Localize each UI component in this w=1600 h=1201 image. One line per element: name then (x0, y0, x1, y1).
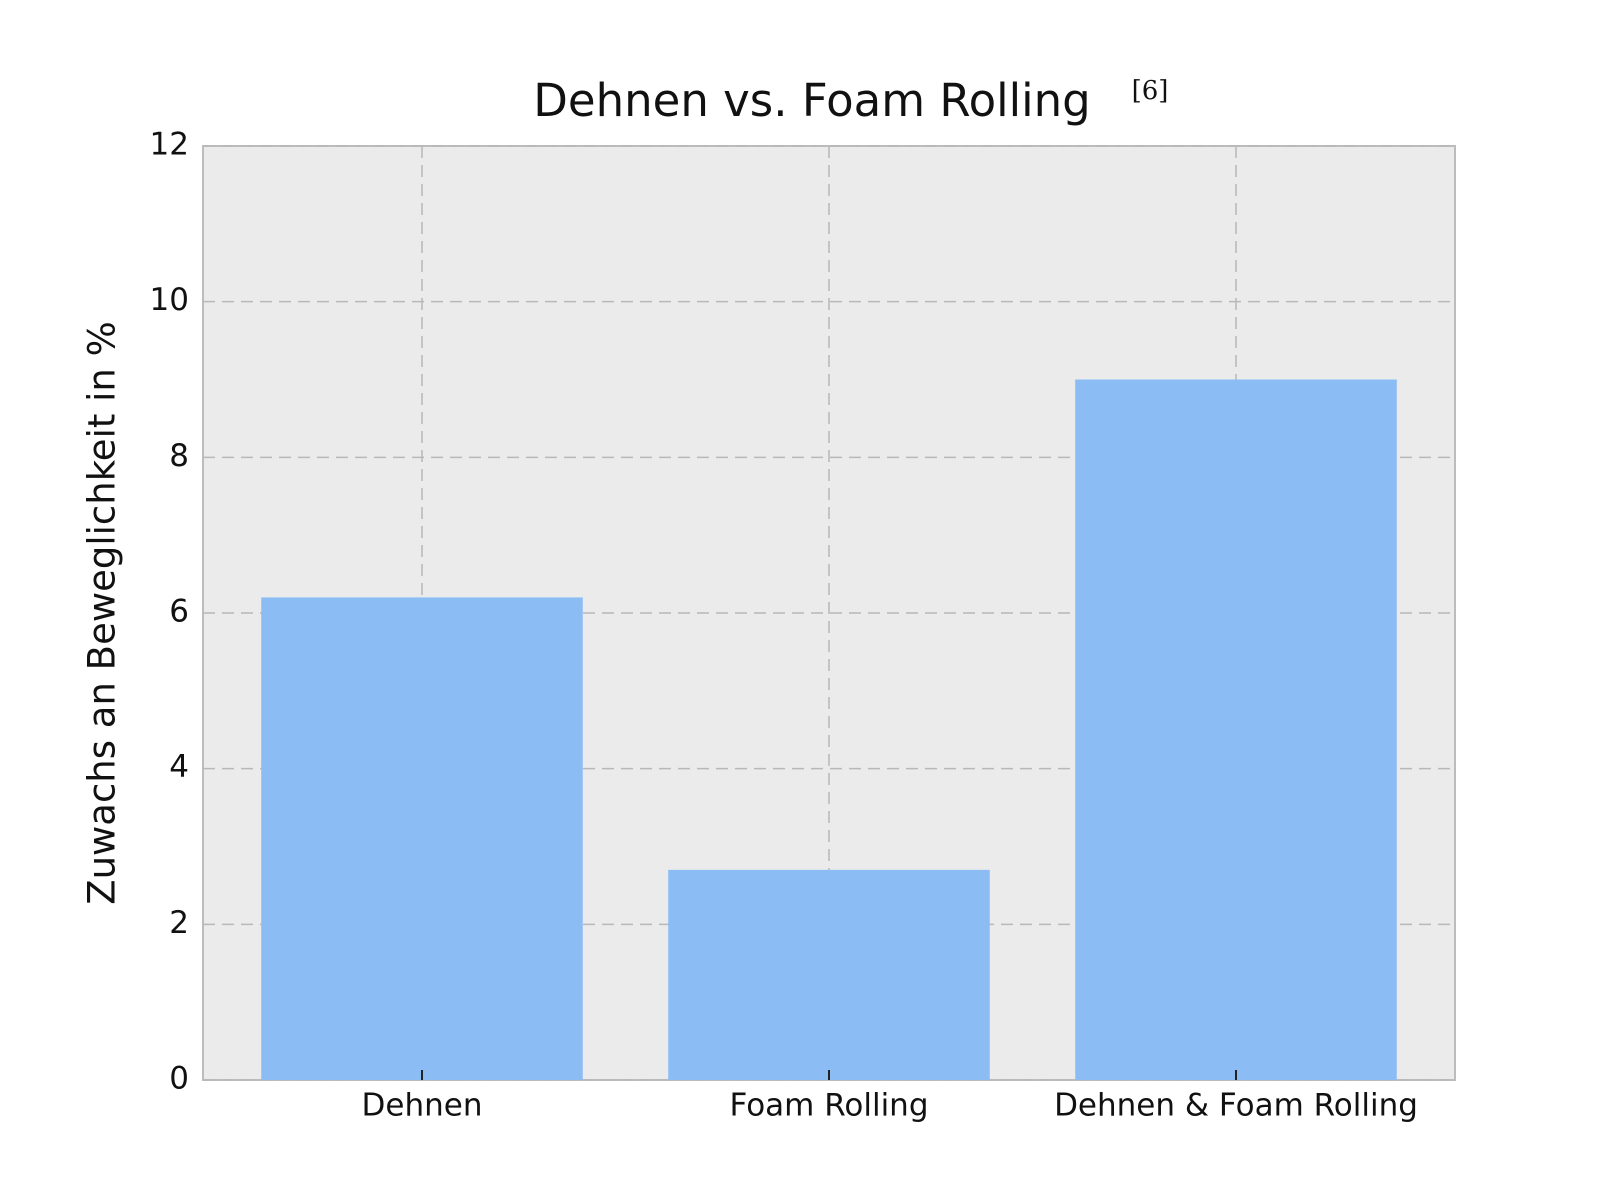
bar (1075, 379, 1397, 1080)
y-tick-label: 4 (169, 749, 189, 785)
y-tick-label: 10 (150, 282, 189, 318)
title-citation: [6] (1132, 76, 1169, 106)
y-tick-label: 0 (169, 1061, 189, 1097)
bar (261, 597, 583, 1080)
chart-title: Dehnen vs. Foam Rolling (533, 74, 1090, 127)
y-tick-label: 2 (169, 905, 189, 941)
y-tick-label: 12 (150, 127, 189, 163)
bar (668, 869, 990, 1080)
y-tick-label: 6 (169, 594, 189, 630)
x-tick-label: Foam Rolling (729, 1088, 928, 1124)
x-tick-label: Dehnen (362, 1088, 483, 1124)
y-axis-label: Zuwachs an Beweglichkeit in % (81, 321, 124, 905)
x-tick-label: Dehnen & Foam Rolling (1054, 1088, 1418, 1124)
y-tick-label: 8 (169, 438, 189, 474)
